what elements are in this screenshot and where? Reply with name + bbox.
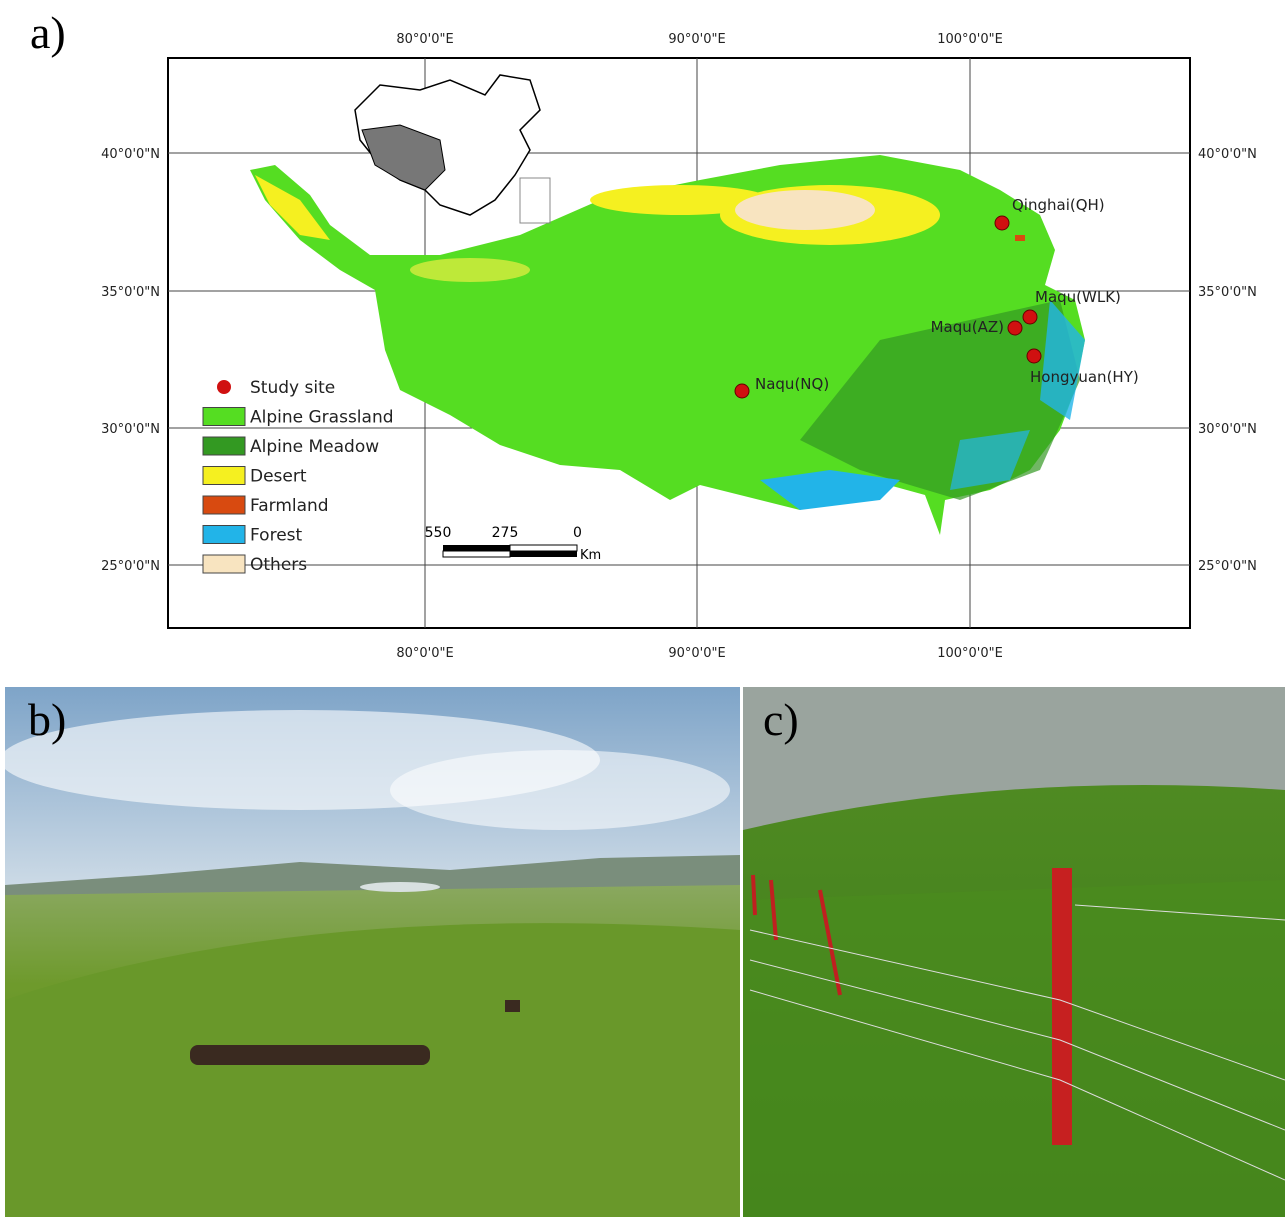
lon-label: 100°0'0"E (937, 32, 1003, 47)
legend-label: Desert (250, 467, 307, 487)
study-site (1008, 321, 1022, 335)
lat-label: 35°0'0"N (1198, 285, 1257, 300)
lon-label: 100°0'0"E (937, 646, 1003, 661)
study-site (1023, 310, 1037, 324)
legend-label: Study site (250, 378, 335, 398)
figure: a) b) c) 80°0'0"E 80°0'0"E 90°0'0"E 90°0'0"… (0, 0, 1285, 1217)
legend-marker (217, 380, 231, 394)
legend-label: Alpine Grassland (250, 408, 394, 428)
scale-tick: 0 (573, 525, 582, 541)
lat-label: 25°0'0"N (1198, 559, 1257, 574)
legend-swatch (203, 437, 245, 455)
legend-label: Alpine Meadow (250, 437, 379, 457)
lat-label: 30°0'0"N (101, 422, 160, 437)
photo-fence (743, 687, 1285, 1217)
legend-label: Others (250, 555, 307, 575)
scale-tick: 550 (425, 525, 452, 541)
scale-unit: Km (580, 548, 601, 563)
lon-label: 90°0'0"E (668, 32, 725, 47)
legend-swatch (203, 526, 245, 544)
lat-label: 40°0'0"N (101, 147, 160, 162)
lat-label: 35°0'0"N (101, 285, 160, 300)
site-label: Hongyuan(HY) (1030, 368, 1139, 386)
study-site (1027, 349, 1041, 363)
scale-bar (443, 545, 577, 557)
legend-swatch (203, 555, 245, 573)
site-label: Maqu(WLK) (1035, 288, 1121, 306)
lat-label: 25°0'0"N (101, 559, 160, 574)
panel-label: b) (28, 694, 66, 745)
lon-label: 80°0'0"E (396, 32, 453, 47)
panel-label: c) (763, 694, 799, 745)
legend-label: Farmland (250, 496, 329, 516)
legend-label: Forest (250, 526, 303, 546)
lat-label: 40°0'0"N (1198, 147, 1257, 162)
study-site (995, 216, 1009, 230)
panel-label: a) (30, 7, 66, 58)
legend-swatch (203, 467, 245, 485)
site-label: Qinghai(QH) (1012, 196, 1105, 214)
scale-tick: 275 (492, 525, 519, 541)
lon-label: 90°0'0"E (668, 646, 725, 661)
lon-label: 80°0'0"E (396, 646, 453, 661)
lat-label: 30°0'0"N (1198, 422, 1257, 437)
legend-swatch (203, 496, 245, 514)
study-site (735, 384, 749, 398)
legend-swatch (203, 408, 245, 426)
site-label: Maqu(AZ) (931, 318, 1004, 336)
site-label: Naqu(NQ) (755, 375, 829, 393)
photo-grassland (0, 687, 740, 1217)
